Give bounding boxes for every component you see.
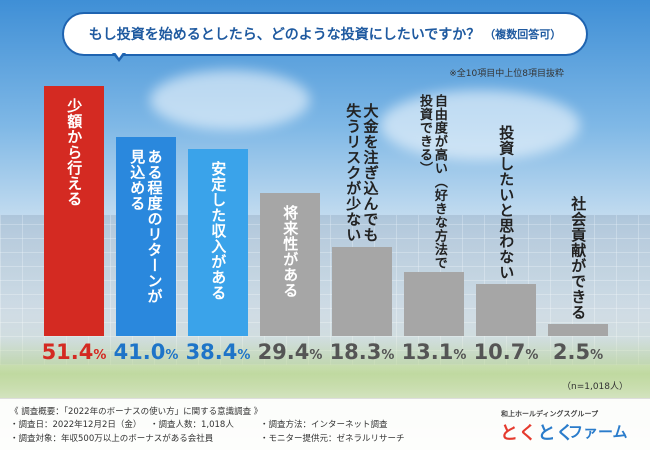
value-unit: % — [237, 348, 251, 363]
survey-overview: 《 調査概要：「2022年のボーナスの使い方」に関する意識調査 》 — [10, 407, 263, 417]
bar-3 — [188, 149, 248, 336]
value-unit: % — [93, 348, 107, 363]
bar-4 — [260, 193, 320, 336]
value-number: 10.7 — [473, 340, 526, 364]
bar-1 — [44, 86, 104, 336]
value-unit: % — [590, 348, 604, 363]
bar-8 — [548, 324, 608, 336]
value-number: 38.4 — [185, 340, 238, 364]
bar-6 — [404, 272, 464, 336]
excerpt-note: ※全10項目中上位8項目抜粋 — [449, 69, 564, 79]
chart-title: もし投資を始めるとしたら、どのような投資にしたいですか？ （複数回答可） — [62, 12, 588, 56]
bar-label-3: 安定した収入がある — [209, 161, 228, 301]
cloud — [150, 70, 310, 130]
survey-method: ・調査方法：インターネット調査 — [260, 420, 388, 430]
value-number: 13.1 — [401, 340, 454, 364]
survey-date: ・調査日：2022年12月2日（金） — [10, 420, 142, 430]
brand-group: 和上ホールディングスグループ — [501, 410, 599, 418]
value-number: 2.5 — [552, 340, 591, 364]
speech-bubble-tail — [112, 51, 126, 62]
value-unit: % — [453, 348, 467, 363]
survey-provider: ・モニター提供元：ゼネラルリサーチ — [260, 434, 405, 444]
survey-footer: 《 調査概要：「2022年のボーナスの使い方」に関する意識調査 》 ・調査日：2… — [0, 398, 650, 450]
brand-part1: とく — [500, 423, 538, 444]
value-label-6: 13.1% — [399, 340, 469, 364]
bar-5 — [332, 247, 392, 336]
title-sub: （複数回答可） — [484, 28, 562, 41]
value-unit: % — [165, 348, 179, 363]
value-label-4: 29.4% — [255, 340, 325, 364]
bar-7 — [476, 284, 536, 336]
brand-part3: ファーム — [568, 423, 628, 441]
bar-label-2: ある程度のリターンが 見込める — [128, 149, 164, 304]
value-label-5: 18.3% — [327, 340, 397, 364]
value-unit: % — [525, 348, 539, 363]
bar-label-4: 将来性がある — [281, 205, 300, 298]
value-number: 41.0 — [113, 340, 166, 364]
brand-part2: とく — [537, 423, 575, 444]
survey-respondents: ・調査人数：1,018人 — [150, 420, 234, 430]
bar-label-6: 自由度が高い（好きな方法で 投資できる） — [416, 93, 447, 270]
value-number: 29.4 — [257, 340, 310, 364]
value-unit: % — [381, 348, 395, 363]
bar-label-8: 社会貢献ができる — [569, 195, 588, 320]
value-label-2: 41.0% — [111, 340, 181, 364]
value-label-3: 38.4% — [183, 340, 253, 364]
sample-size: （n=1,018人） — [561, 382, 628, 392]
value-number: 51.4 — [41, 340, 94, 364]
grass-background — [0, 338, 650, 398]
value-label-7: 10.7% — [471, 340, 541, 364]
value-unit: % — [309, 348, 323, 363]
brand-logo: とくとく — [500, 419, 575, 445]
bar-label-1: 少額から行える — [65, 98, 84, 207]
bar-2 — [116, 137, 176, 336]
cloud — [380, 90, 580, 160]
survey-target: ・調査対象：年収500万以上のボーナスがある会社員 — [10, 434, 214, 444]
bar-label-7: 投資したいと思わない — [497, 125, 516, 280]
value-label-1: 51.4% — [39, 340, 109, 364]
title-main: もし投資を始めるとしたら、どのような投資にしたいですか？ — [88, 27, 481, 43]
value-number: 18.3 — [329, 340, 382, 364]
bar-label-5: 大金を注ぎ込んでも 失うリスクが少ない — [344, 103, 380, 243]
value-label-8: 2.5% — [543, 340, 613, 364]
